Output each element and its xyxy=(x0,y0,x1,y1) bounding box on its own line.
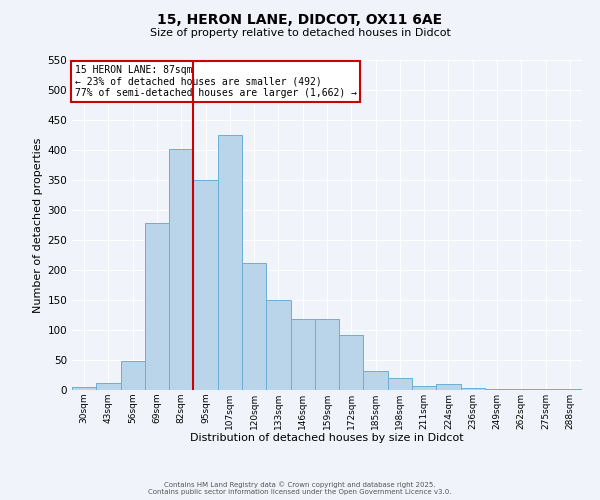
Bar xyxy=(339,335,364,390)
Bar xyxy=(364,371,388,390)
Bar xyxy=(461,388,485,390)
Bar xyxy=(388,378,412,390)
Text: Contains HM Land Registry data © Crown copyright and database right 2025.: Contains HM Land Registry data © Crown c… xyxy=(164,481,436,488)
Bar xyxy=(558,389,582,390)
Bar xyxy=(290,318,315,390)
Bar xyxy=(266,300,290,390)
Text: Size of property relative to detached houses in Didcot: Size of property relative to detached ho… xyxy=(149,28,451,38)
X-axis label: Distribution of detached houses by size in Didcot: Distribution of detached houses by size … xyxy=(190,434,464,444)
Bar xyxy=(485,389,509,390)
Bar xyxy=(145,223,169,390)
Bar xyxy=(315,318,339,390)
Y-axis label: Number of detached properties: Number of detached properties xyxy=(33,138,43,312)
Bar xyxy=(72,387,96,390)
Bar xyxy=(218,135,242,390)
Bar xyxy=(412,386,436,390)
Text: 15, HERON LANE, DIDCOT, OX11 6AE: 15, HERON LANE, DIDCOT, OX11 6AE xyxy=(157,12,443,26)
Bar xyxy=(96,383,121,390)
Bar xyxy=(169,150,193,390)
Bar xyxy=(193,180,218,390)
Bar xyxy=(436,384,461,390)
Bar xyxy=(121,360,145,390)
Text: 15 HERON LANE: 87sqm
← 23% of detached houses are smaller (492)
77% of semi-deta: 15 HERON LANE: 87sqm ← 23% of detached h… xyxy=(74,65,356,98)
Bar xyxy=(242,263,266,390)
Text: Contains public sector information licensed under the Open Government Licence v3: Contains public sector information licen… xyxy=(148,489,452,495)
